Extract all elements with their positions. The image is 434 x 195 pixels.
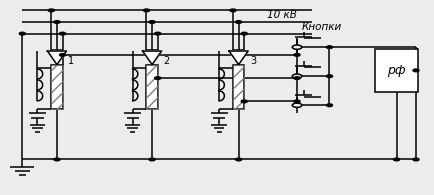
Circle shape [19,32,25,35]
Circle shape [326,46,332,49]
Circle shape [54,158,60,161]
Circle shape [155,32,161,35]
Circle shape [155,77,161,80]
Circle shape [326,75,332,78]
Polygon shape [47,51,66,65]
Circle shape [59,54,66,56]
Bar [51,65,62,109]
Circle shape [294,100,300,103]
Bar [51,65,62,109]
Polygon shape [143,51,161,65]
Text: рф: рф [387,64,406,77]
Circle shape [241,32,247,35]
Bar [233,65,244,109]
Circle shape [230,9,236,12]
Text: 10 кВ: 10 кВ [267,10,296,20]
Circle shape [394,158,400,161]
Circle shape [294,77,300,80]
Circle shape [292,74,302,78]
Text: Кнопки: Кнопки [301,22,342,32]
Circle shape [144,9,149,12]
Circle shape [294,54,300,56]
Circle shape [241,100,247,103]
Circle shape [292,103,302,107]
Text: 2: 2 [163,56,170,66]
Bar [233,65,244,109]
Circle shape [326,104,332,107]
Text: 3: 3 [250,56,256,66]
Circle shape [149,158,155,161]
Circle shape [236,158,242,161]
Bar [147,65,158,109]
Circle shape [236,21,242,23]
Polygon shape [229,51,248,65]
Circle shape [413,158,419,161]
Circle shape [149,21,155,23]
Circle shape [54,21,60,23]
Bar [147,65,158,109]
Bar [375,49,418,92]
Circle shape [292,45,302,49]
Circle shape [59,32,66,35]
Circle shape [48,9,54,12]
Circle shape [413,69,419,72]
Text: 1: 1 [68,56,74,66]
